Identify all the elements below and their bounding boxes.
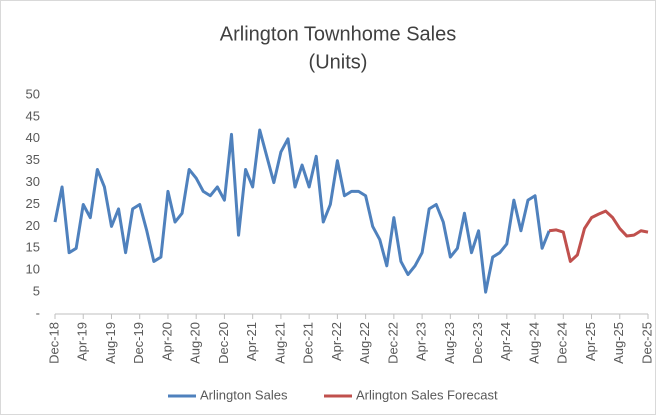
x-tick-label: Dec-25 <box>639 322 654 364</box>
x-tick-label: Apr-23 <box>414 322 429 361</box>
x-tick-label: Aug-24 <box>526 322 541 364</box>
y-tick-label: 10 <box>26 262 40 277</box>
x-tick-label: Apr-24 <box>498 322 513 361</box>
y-tick-label: 20 <box>26 218 40 233</box>
series-line <box>548 209 649 263</box>
x-tick-label: Apr-25 <box>583 322 598 361</box>
x-tick-label: Dec-20 <box>216 322 231 364</box>
x-tick-label: Dec-24 <box>555 322 570 364</box>
y-tick-label: 30 <box>26 174 40 189</box>
y-tick-label: 25 <box>26 196 40 211</box>
x-tick-label: Dec-22 <box>385 322 400 364</box>
x-tick-label: Aug-25 <box>611 322 626 364</box>
x-tick-label: Dec-19 <box>131 322 146 364</box>
chart-title: Arlington Townhome Sales <box>220 23 456 45</box>
x-tick-label: Aug-20 <box>188 322 203 364</box>
x-tick-label: Apr-22 <box>329 322 344 361</box>
y-tick-label: 5 <box>33 284 40 299</box>
x-tick-label: Apr-21 <box>244 322 259 361</box>
chart-subtitle: (Units) <box>309 51 368 73</box>
x-tick-label: Dec-23 <box>470 322 485 364</box>
x-tick-label: Aug-21 <box>272 322 287 364</box>
y-tick-label: 50 <box>26 86 40 101</box>
legend-label: Arlington Sales <box>200 387 288 402</box>
y-tick-label: 35 <box>26 152 40 167</box>
series-line <box>53 128 551 294</box>
x-tick-label: Apr-19 <box>75 322 90 361</box>
x-tick-label: Apr-20 <box>159 322 174 361</box>
y-tick-label: - <box>36 305 40 320</box>
y-tick-label: 40 <box>26 130 40 145</box>
x-tick-label: Aug-23 <box>442 322 457 364</box>
y-tick-label: 15 <box>26 240 40 255</box>
x-tick-label: Aug-19 <box>103 322 118 364</box>
legend-label: Arlington Sales Forecast <box>356 387 498 402</box>
x-tick-label: Dec-21 <box>301 322 316 364</box>
y-tick-label: 45 <box>26 108 40 123</box>
x-tick-label: Dec-18 <box>46 322 61 364</box>
x-tick-label: Aug-22 <box>357 322 372 364</box>
